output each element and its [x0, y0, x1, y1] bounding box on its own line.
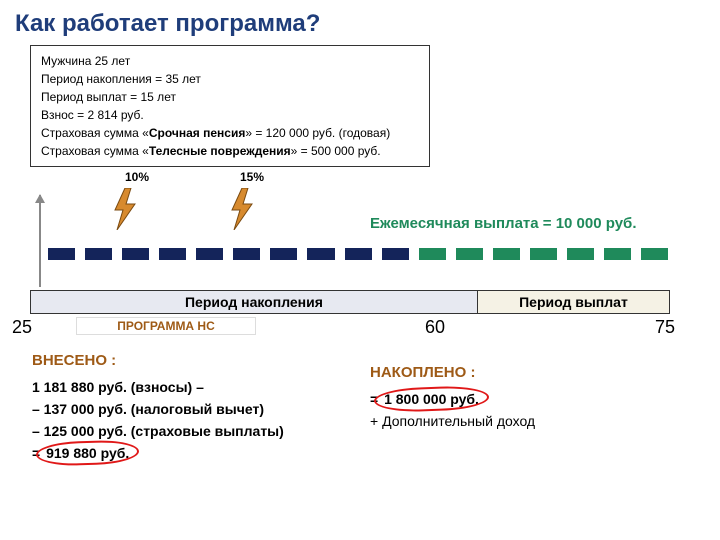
info-line-4: Взнос = 2 814 руб. [41, 106, 419, 124]
info-line-5: Страховая сумма «Срочная пенсия» = 120 0… [41, 124, 419, 142]
bolt-percent-2: 15% [240, 170, 264, 184]
dash-blue [270, 248, 297, 260]
vneseno-head: ВНЕСЕНО : [32, 352, 352, 369]
nakopleno-head: НАКОПЛЕНО : [370, 364, 670, 381]
info-line-1: Мужчина 25 лет [41, 52, 419, 70]
age-75: 75 [655, 317, 675, 338]
dash-green [419, 248, 446, 260]
dash-blue [159, 248, 186, 260]
dash-blue [233, 248, 260, 260]
dash-blue [196, 248, 223, 260]
vneseno-line-4: = 919 880 руб. [32, 445, 352, 461]
info-line-2: Период накопления = 35 лет [41, 70, 419, 88]
vneseno-total-ringed: 919 880 руб. [44, 445, 131, 461]
info-box: Мужчина 25 лет Период накопления = 35 ле… [30, 45, 430, 167]
lightning-bolt-icon-1 [113, 188, 137, 235]
dash-green [456, 248, 483, 260]
dash-blue [345, 248, 372, 260]
age-25: 25 [12, 317, 32, 338]
period-payout: Период выплат [478, 291, 669, 313]
vneseno-line-2: – 137 000 руб. (налоговый вычет) [32, 401, 352, 417]
vneseno-line-1: 1 181 880 руб. (взносы) – [32, 379, 352, 395]
vneseno-block: ВНЕСЕНО : 1 181 880 руб. (взносы) – – 13… [32, 352, 352, 467]
dash-green [641, 248, 668, 260]
bolt-percent-1: 10% [125, 170, 149, 184]
program-ns-label: ПРОГРАММА НС [76, 317, 256, 335]
dash-green [604, 248, 631, 260]
age-60: 60 [425, 317, 445, 338]
dash-green [530, 248, 557, 260]
dash-blue [122, 248, 149, 260]
nakopleno-block: НАКОПЛЕНО : = 1 800 000 руб. + Дополните… [370, 364, 670, 435]
dash-green [493, 248, 520, 260]
nakopleno-line-2: + Дополнительный доход [370, 413, 670, 429]
info-line-3: Период выплат = 15 лет [41, 88, 419, 106]
info-line-6: Страховая сумма «Телесные повреждения» =… [41, 142, 419, 160]
nakopleno-line-1: = 1 800 000 руб. [370, 391, 670, 407]
dash-blue [307, 248, 334, 260]
timeline-dashes [48, 248, 668, 260]
period-accumulation: Период накопления [31, 291, 478, 313]
nakopleno-total-ringed: 1 800 000 руб. [382, 391, 481, 407]
arrow-up-icon [39, 195, 41, 287]
vneseno-line-3: – 125 000 руб. (страховые выплаты) [32, 423, 352, 439]
dash-blue [48, 248, 75, 260]
dash-blue [382, 248, 409, 260]
dash-green [567, 248, 594, 260]
dash-blue [85, 248, 112, 260]
timeline-periods-bar: Период накопления Период выплат [30, 290, 670, 314]
lightning-bolt-icon-2 [230, 188, 254, 235]
page-title: Как работает программа? [15, 10, 320, 38]
monthly-payout-label: Ежемесячная выплата = 10 000 руб. [370, 215, 636, 232]
